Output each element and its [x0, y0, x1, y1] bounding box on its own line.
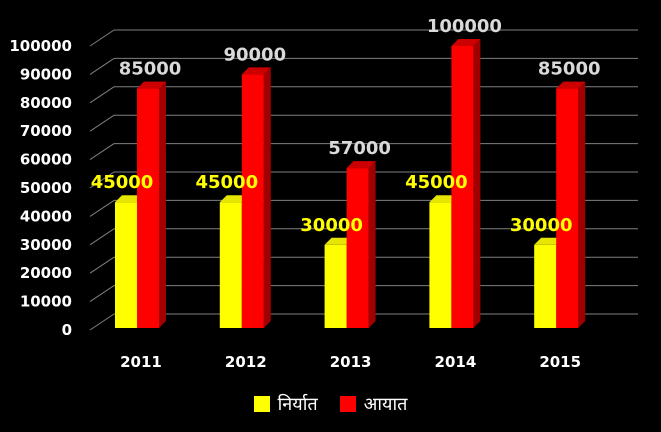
- bar-import: [451, 46, 474, 328]
- gridline-depth: [89, 199, 115, 217]
- data-label-import: 90000: [223, 44, 286, 65]
- x-tick-label: 2012: [225, 353, 267, 371]
- legend-item-export: निर्यात: [253, 392, 318, 416]
- bar-top: [429, 195, 459, 203]
- data-labels: 45000 85000 45000 90000 30000 57000 45000 10000…: [91, 16, 601, 236]
- bar-import: [346, 168, 369, 328]
- y-tick-label: 90000: [20, 65, 72, 83]
- y-tick-label: 10000: [20, 293, 72, 311]
- bar-top: [556, 81, 586, 89]
- data-label-export: 45000: [195, 172, 258, 193]
- data-label-import: 57000: [328, 138, 391, 159]
- y-tick-label: 40000: [20, 207, 72, 225]
- legend: निर्यात आयात: [0, 390, 661, 418]
- data-label-import: 85000: [538, 59, 601, 80]
- y-tick-label: 70000: [20, 122, 72, 140]
- bar-top: [241, 67, 271, 75]
- bar-top: [346, 161, 376, 169]
- y-tick-label: 80000: [20, 94, 72, 112]
- y-tick-label: 20000: [20, 264, 72, 282]
- x-tick-label: 2014: [435, 353, 477, 371]
- gridline-depth: [89, 29, 115, 47]
- bar-top: [115, 195, 144, 203]
- y-tick-label: 30000: [20, 236, 72, 254]
- gridline-depth: [89, 285, 115, 303]
- legend-item-import: आयात: [339, 392, 408, 416]
- y-tick-label: 0: [62, 321, 72, 339]
- bar-export: [115, 202, 137, 328]
- gridline-depth: [89, 313, 115, 331]
- legend-label-import: आयात: [363, 394, 408, 415]
- x-axis-labels: 2011 2012 2013 2014 2015: [120, 353, 581, 371]
- data-label-export: 30000: [510, 215, 573, 236]
- bar-export: [534, 244, 557, 328]
- data-label-export: 30000: [300, 215, 363, 236]
- bar-export: [219, 202, 242, 328]
- gridline-depth: [89, 57, 115, 75]
- x-tick-label: 2013: [330, 353, 372, 371]
- legend-swatch-import: [339, 396, 356, 412]
- bar-export: [324, 244, 347, 328]
- gridline-depth: [89, 171, 115, 189]
- bar-side: [263, 67, 271, 329]
- gridline-depth: [89, 228, 115, 246]
- data-label-import: 100000: [427, 16, 502, 37]
- x-tick-label: 2015: [539, 353, 581, 371]
- bar-top: [137, 81, 166, 89]
- y-axis-ticks: 0 10000 20000 30000 40000 50000 60000 70000 8000…: [9, 37, 72, 339]
- y-tick-label: 100000: [9, 37, 72, 55]
- bar-top: [219, 195, 249, 203]
- bar-import: [241, 74, 264, 329]
- bars: [115, 39, 586, 329]
- gridlines: [89, 29, 638, 331]
- y-tick-label: 60000: [20, 151, 72, 169]
- bar-import: [556, 88, 579, 328]
- bar-top: [451, 39, 481, 46]
- bar-side: [159, 81, 166, 328]
- legend-label-export: निर्यात: [277, 394, 318, 415]
- bar-side: [473, 39, 481, 328]
- x-tick-label: 2011: [120, 353, 162, 371]
- bar-top: [324, 237, 354, 245]
- bar-import: [137, 88, 159, 328]
- gridline-depth: [89, 256, 115, 274]
- gridline-depth: [89, 86, 115, 104]
- gridline-depth: [89, 114, 115, 132]
- data-label-export: 45000: [405, 172, 468, 193]
- bar-side: [368, 161, 376, 328]
- legend-swatch-export: [253, 396, 270, 412]
- bar-side: [578, 81, 586, 328]
- data-label-import: 85000: [119, 59, 182, 80]
- y-tick-label: 50000: [20, 179, 72, 197]
- bar-top: [534, 237, 564, 245]
- data-label-export: 45000: [91, 172, 154, 193]
- bar-export: [429, 202, 452, 328]
- gridline-depth: [89, 143, 115, 161]
